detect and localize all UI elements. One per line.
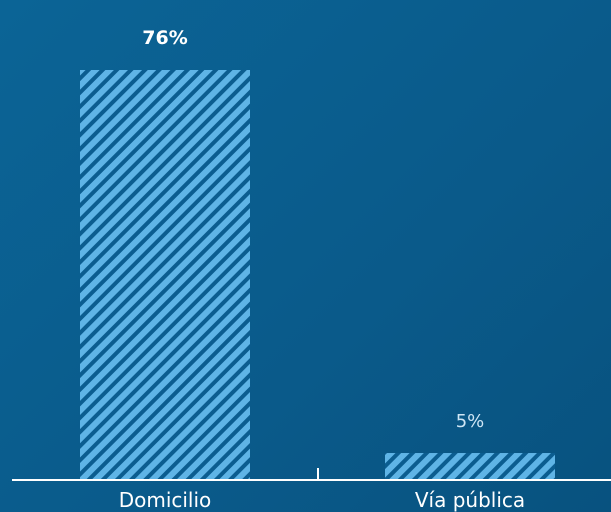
x-tick-label: Vía pública bbox=[415, 488, 525, 512]
bar-vía-pública bbox=[385, 453, 555, 480]
data-label: 5% bbox=[456, 411, 485, 432]
data-label: 76% bbox=[142, 27, 187, 49]
x-tick-label: Domicilio bbox=[119, 488, 212, 512]
bar-domicilio bbox=[80, 70, 250, 480]
